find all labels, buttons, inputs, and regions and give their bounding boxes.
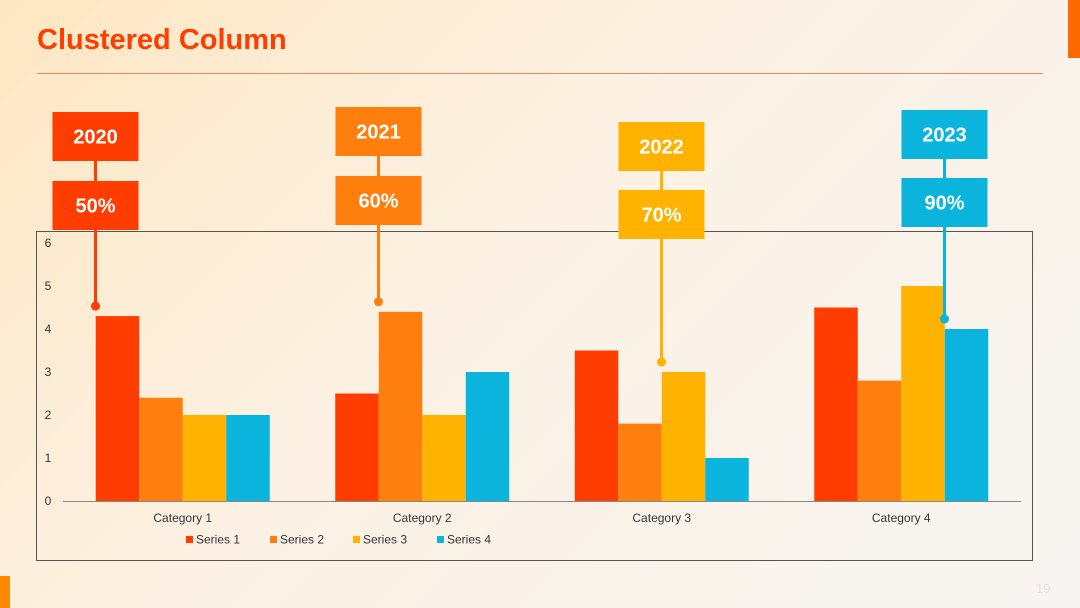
bars [95,286,989,501]
legend: Series 1 Series 2 Series 3 Series 4 [186,533,491,547]
bar [814,307,858,501]
title-divider [37,73,1043,74]
bar [335,393,379,501]
bar [857,380,902,501]
y-tick-label: 0 [45,494,52,508]
slide-title: Clustered Column [37,24,287,56]
legend-label: Series 2 [280,533,324,547]
bar [661,372,706,501]
callout-percent-box [335,176,422,225]
legend-swatch [186,536,193,543]
bar [226,415,270,501]
callout-dot [374,297,383,307]
bar [944,329,989,501]
legend-swatch [270,536,277,543]
bar [901,286,945,501]
callout-year: 2022 [639,137,684,159]
callout-percent-box [901,178,988,227]
callout-percent-box [52,181,139,230]
bar [378,311,423,501]
x-axis: Category 1 Category 2 Category 3 Category 4 [153,511,931,525]
callout-year-box [52,112,139,161]
callouts: 2020 50% 2021 60% 2022 70% 2023 90% [52,107,988,367]
bar [705,458,749,501]
callout-percent: 60% [358,191,398,213]
y-tick-label: 3 [45,365,52,379]
bar [95,316,140,501]
y-tick-label: 4 [45,322,52,336]
y-tick-label: 6 [45,236,52,250]
y-tick-label: 2 [45,408,52,422]
callout-year-box [901,110,988,159]
legend-swatch [437,536,444,543]
legend-label: Series 3 [363,533,407,547]
top-right-accent-bar [1068,0,1080,58]
callout-dot [91,301,100,311]
y-tick-label: 1 [45,451,52,465]
x-tick-label: Category 4 [872,511,931,525]
callout-percent: 50% [75,196,115,218]
bar [618,423,662,501]
legend-label: Series 1 [196,533,240,547]
y-axis: 0 1 2 3 4 5 6 [45,236,52,508]
bar [139,397,183,501]
callout-year-box [335,107,422,156]
bar [182,415,227,501]
callout-percent: 70% [641,205,681,227]
callout-percent: 90% [924,193,964,215]
y-tick-label: 5 [45,279,52,293]
page-number: 19 [1036,581,1051,596]
chart-frame [36,231,1033,561]
callout-year-box [618,122,705,171]
legend-label: Series 4 [447,533,491,547]
bar [574,350,619,501]
x-tick-label: Category 3 [632,511,691,525]
callout-dot [657,357,666,367]
bottom-left-accent-bar [0,576,10,608]
legend-swatch [353,536,360,543]
callout-year: 2023 [922,125,967,147]
callout-year: 2021 [356,122,401,144]
x-tick-label: Category 1 [153,511,212,525]
bar [465,372,510,501]
x-tick-label: Category 2 [393,511,452,525]
callout-percent-box [618,190,705,239]
bar [422,415,466,501]
callout-dot [940,314,949,324]
callout-year: 2020 [73,127,118,149]
